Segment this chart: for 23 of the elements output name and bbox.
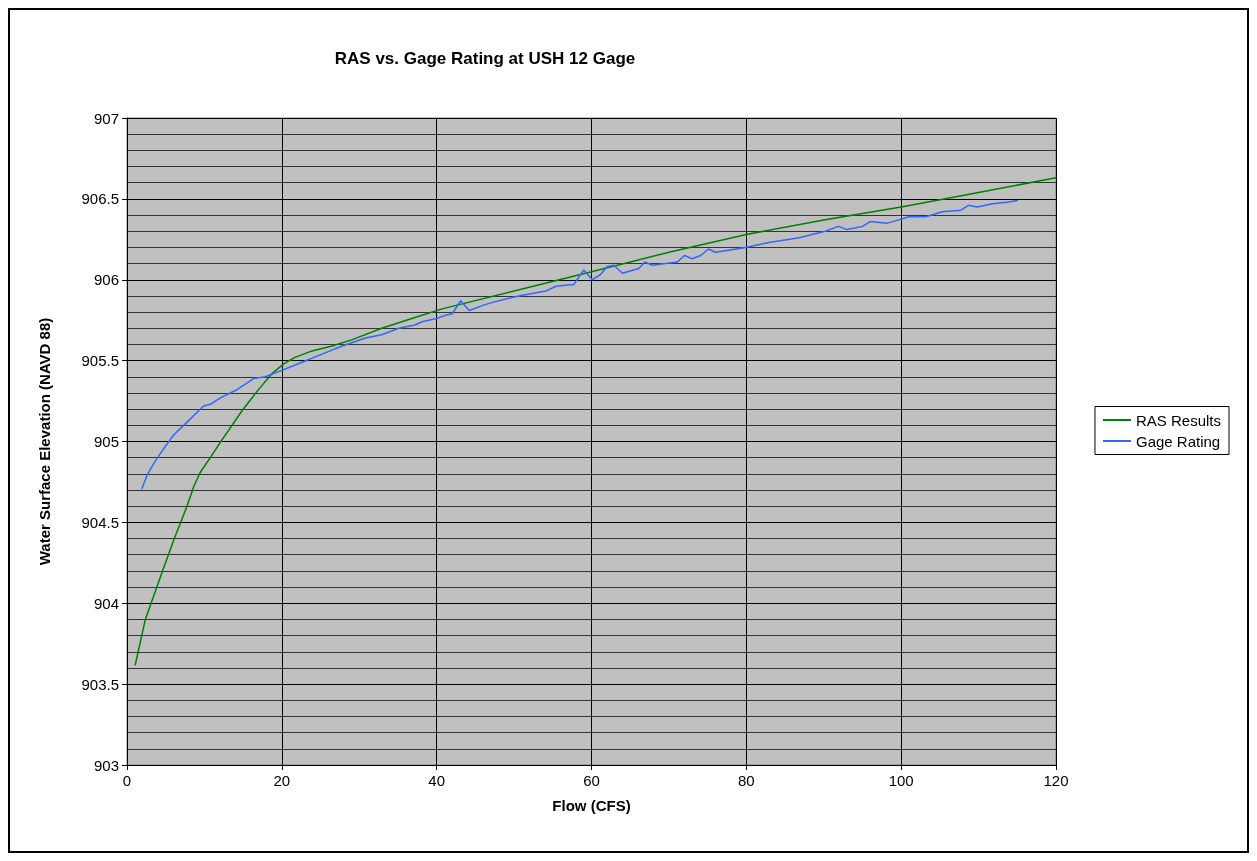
y-tick-label: 904.5 bbox=[81, 513, 119, 531]
legend-label: Gage Rating bbox=[1135, 432, 1221, 450]
x-tick-label: 0 bbox=[122, 772, 132, 789]
x-tick-label: 100 bbox=[888, 772, 914, 789]
chart-title: RAS vs. Gage Rating at USH 12 Gage bbox=[334, 49, 636, 68]
y-tick-label: 904 bbox=[93, 594, 119, 612]
x-axis-title: Flow (CFS) bbox=[552, 797, 631, 814]
legend-label: RAS Results bbox=[1135, 411, 1221, 429]
x-tick-label: 60 bbox=[583, 772, 600, 789]
y-tick-label: 907 bbox=[93, 109, 119, 127]
x-tick-label: 20 bbox=[273, 772, 291, 789]
line-series bbox=[141, 199, 1019, 490]
y-tick-label: 906 bbox=[93, 271, 119, 289]
x-tick-label: 40 bbox=[428, 772, 446, 789]
y-tick-label: 905 bbox=[93, 433, 119, 450]
y-axis-title: Water Surface Elevation (NAVD 88) bbox=[36, 317, 53, 566]
y-tick-label: 903 bbox=[93, 756, 119, 774]
y-tick-label: 905.5 bbox=[81, 352, 119, 370]
line-series bbox=[134, 177, 1057, 666]
y-tick-label: 903.5 bbox=[81, 675, 119, 693]
x-tick-label: 80 bbox=[737, 772, 755, 789]
y-tick-label: 906.5 bbox=[81, 190, 119, 208]
x-tick-label: 120 bbox=[1043, 772, 1069, 789]
